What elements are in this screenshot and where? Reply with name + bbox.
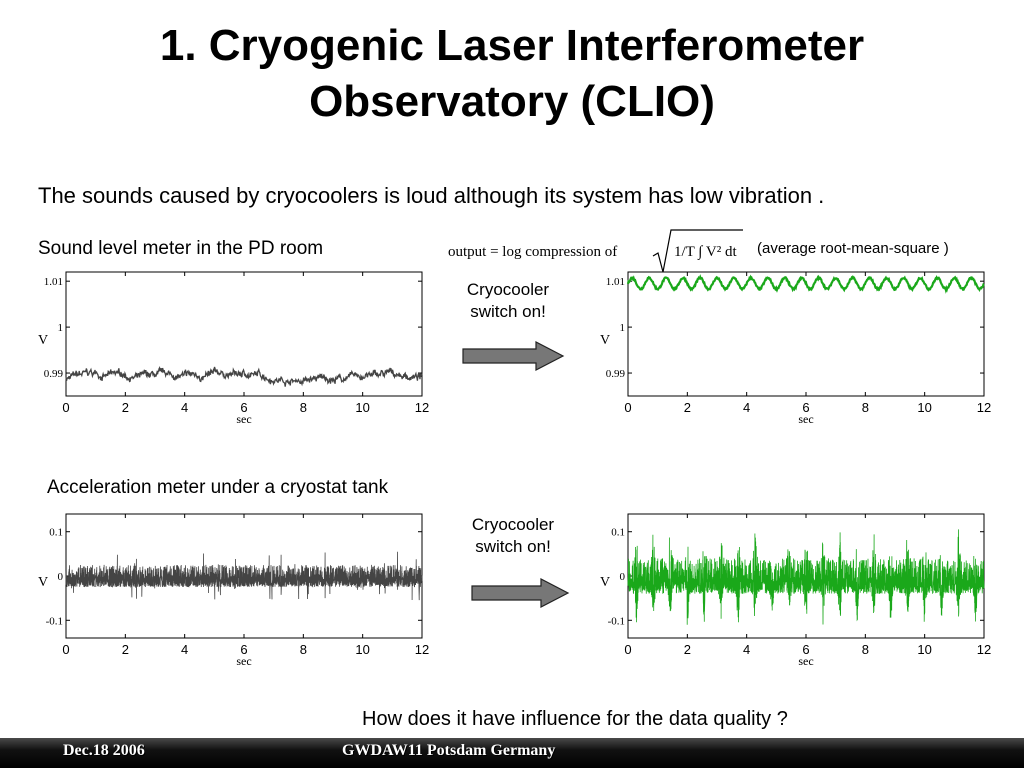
x-tick-label: 0 xyxy=(62,642,69,657)
y-tick-label: 0.99 xyxy=(44,368,64,380)
callout-accel-line2: switch on! xyxy=(475,537,551,556)
footer-bar: Dec.18 2006 GWDAW11 Potsdam Germany xyxy=(0,738,1024,768)
arrow-right-icon xyxy=(462,341,565,371)
y-axis-label: V xyxy=(38,333,48,348)
x-tick-label: 0 xyxy=(624,400,631,415)
y-axis-label: V xyxy=(600,575,610,590)
callout-accel: Cryocooler switch on! xyxy=(453,514,573,558)
question-text: How does it have influence for the data … xyxy=(362,708,788,730)
x-axis-label: sec xyxy=(236,412,251,426)
x-tick-label: 2 xyxy=(122,642,129,657)
x-tick-label: 8 xyxy=(862,400,869,415)
y-axis-label: V xyxy=(38,575,48,590)
x-tick-label: 10 xyxy=(355,400,369,415)
x-tick-label: 10 xyxy=(355,642,369,657)
x-tick-label: 0 xyxy=(62,400,69,415)
callout-sound-line2: switch on! xyxy=(470,302,546,321)
plot-frame xyxy=(627,271,985,397)
x-tick-label: 2 xyxy=(122,400,129,415)
series-line xyxy=(627,529,985,625)
y-tick-label: -0.1 xyxy=(46,615,63,627)
title-line-1: 1. Cryogenic Laser Interferometer xyxy=(159,21,865,70)
y-tick-label: 1 xyxy=(620,322,626,334)
x-tick-label: 8 xyxy=(300,400,307,415)
x-tick-label: 12 xyxy=(977,642,991,657)
plot-accel-after: 0 2 4 6 8 10 12 0.1 0 -0.1 sec V xyxy=(600,513,991,668)
y-tick-label: 0 xyxy=(58,571,64,583)
x-tick-label: 12 xyxy=(415,400,429,415)
y-tick-label: -0.1 xyxy=(608,615,625,627)
plot-frame xyxy=(65,271,423,397)
arrow-right-icon xyxy=(471,578,570,608)
y-tick-label: 1.01 xyxy=(44,276,63,288)
x-tick-label: 6 xyxy=(240,642,247,657)
y-tick-label: 1 xyxy=(58,322,64,334)
plot-sound-after: 0 2 4 6 8 10 12 1.01 1 0.99 sec V xyxy=(600,271,991,426)
rms-formula: output = log compression of 1/T ∫ V² dt xyxy=(448,229,743,273)
x-tick-label: 6 xyxy=(802,642,809,657)
x-tick-label: 12 xyxy=(415,642,429,657)
formula-note: (average root-mean-square ) xyxy=(757,240,949,257)
footer-event: GWDAW11 Potsdam Germany xyxy=(342,742,556,759)
x-tick-label: 4 xyxy=(181,400,188,415)
x-tick-label: 8 xyxy=(862,642,869,657)
callout-sound-line1: Cryocooler xyxy=(466,280,550,299)
slide-title: 1. Cryogenic Laser Interferometer Observ… xyxy=(0,18,1024,130)
sound-meter-label: Sound level meter in the PD room xyxy=(38,238,324,259)
footer-date: Dec.18 2006 xyxy=(63,742,145,759)
formula-sqrt: 1/T ∫ V² dt xyxy=(674,244,737,260)
accel-meter-label: Acceleration meter under a cryostat tank xyxy=(47,477,389,498)
y-tick-label: 0.1 xyxy=(611,527,625,539)
x-tick-label: 10 xyxy=(917,400,931,415)
x-tick-label: 12 xyxy=(977,400,991,415)
formula-text: output = log compression of xyxy=(448,244,617,260)
callout-accel-line1: Cryocooler xyxy=(471,515,555,534)
x-tick-label: 6 xyxy=(240,400,247,415)
series-line xyxy=(65,366,423,387)
x-axis-label: sec xyxy=(236,654,251,668)
x-tick-label: 4 xyxy=(181,642,188,657)
x-axis-label: sec xyxy=(798,412,813,426)
title-line-2: Observatory (CLIO) xyxy=(309,77,715,126)
x-axis-label: sec xyxy=(798,654,813,668)
x-tick-label: 0 xyxy=(624,642,631,657)
x-tick-label: 10 xyxy=(917,642,931,657)
x-tick-label: 4 xyxy=(743,400,750,415)
y-tick-label: 0.1 xyxy=(49,527,63,539)
plot-accel-before: 0 2 4 6 8 10 12 0.1 0 -0.1 sec V xyxy=(38,513,429,668)
x-tick-label: 2 xyxy=(684,400,691,415)
x-tick-label: 2 xyxy=(684,642,691,657)
y-tick-label: 0.99 xyxy=(606,368,626,380)
y-tick-label: 1.01 xyxy=(606,276,625,288)
y-axis-label: V xyxy=(600,333,610,348)
x-tick-label: 8 xyxy=(300,642,307,657)
x-tick-label: 6 xyxy=(802,400,809,415)
series-line xyxy=(626,274,985,294)
y-tick-label: 0 xyxy=(620,571,626,583)
series-line xyxy=(65,551,423,601)
slide-subtitle: The sounds caused by cryocoolers is loud… xyxy=(38,183,825,208)
callout-sound: Cryocooler switch on! xyxy=(448,279,568,323)
plot-sound-before: 0 2 4 6 8 10 12 1.01 1 0.99 sec V xyxy=(38,271,429,426)
x-tick-label: 4 xyxy=(743,642,750,657)
